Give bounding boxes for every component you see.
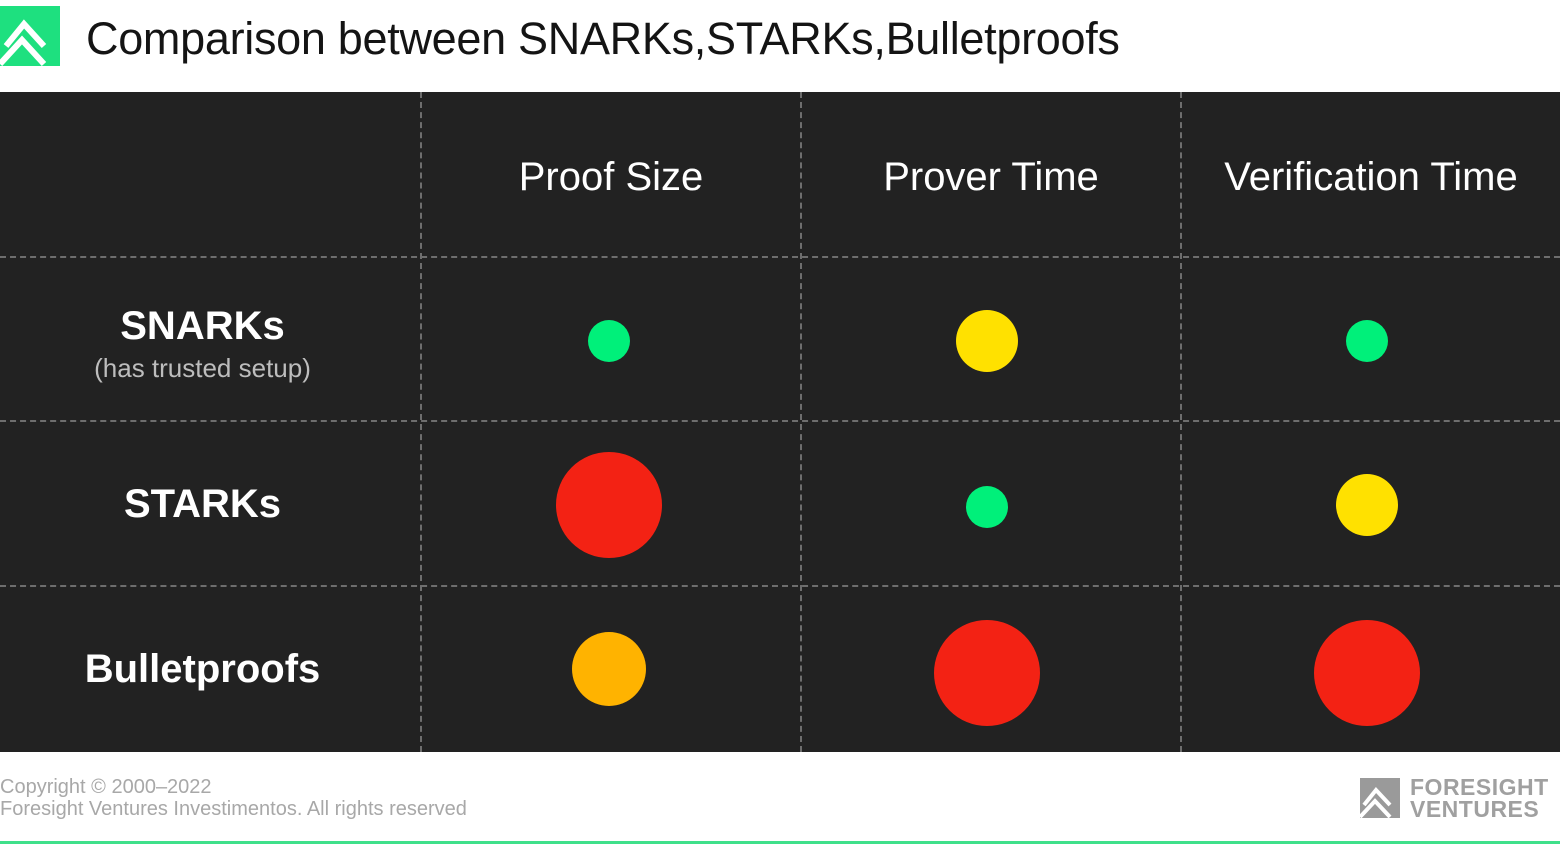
header: Comparison between SNARKs,STARKs,Bulletp… (0, 0, 1560, 92)
column-divider (420, 92, 422, 752)
row-title: SNARKs (120, 304, 285, 348)
rating-dot (934, 620, 1040, 726)
footer-copyright: Copyright © 2000–2022 Foresight Ventures… (0, 776, 467, 820)
brand-line-2: VENTURES (1410, 796, 1540, 822)
mountain-logo-icon (0, 6, 60, 66)
rating-dot (956, 310, 1018, 372)
rating-dot (1346, 320, 1388, 362)
page-title: Comparison between SNARKs,STARKs,Bulletp… (86, 13, 1120, 64)
row-sublabel: (has trusted setup) (94, 353, 311, 383)
row-label-snarks: SNARKs (has trusted setup) (0, 304, 405, 384)
bottom-accent-line (0, 841, 1560, 844)
brand-line-1: FORESIGHT (1410, 774, 1549, 800)
row-label-bulletproofs: Bulletproofs (0, 647, 405, 692)
rating-dot (1336, 474, 1398, 536)
column-header-proof-size: Proof Size (518, 155, 704, 199)
column-divider (800, 92, 802, 752)
row-title: STARKs (123, 482, 282, 526)
comparison-table: Proof Size Prover Time Verification Time… (0, 92, 1560, 752)
row-title: Bulletproofs (84, 647, 321, 691)
column-header-verification-time: Verification Time (1224, 155, 1518, 199)
column-header-prover-time: Prover Time (883, 155, 1099, 199)
rating-dot (966, 486, 1008, 528)
rating-dot (572, 632, 646, 706)
row-divider (0, 256, 1560, 258)
row-divider (0, 585, 1560, 587)
brand-name: FORESIGHT VENTURES (1410, 774, 1549, 822)
rating-dot (1314, 620, 1420, 726)
foresight-mountain-icon (1360, 778, 1400, 818)
rating-dot (556, 452, 662, 558)
column-divider (1180, 92, 1182, 752)
brand-logo: FORESIGHT VENTURES (1358, 774, 1558, 822)
copyright-text: Copyright © 2000–2022 (0, 776, 212, 798)
rating-dot (588, 320, 630, 362)
rights-text: Foresight Ventures Investimentos. All ri… (0, 798, 467, 820)
row-label-starks: STARKs (0, 482, 405, 527)
row-divider (0, 420, 1560, 422)
